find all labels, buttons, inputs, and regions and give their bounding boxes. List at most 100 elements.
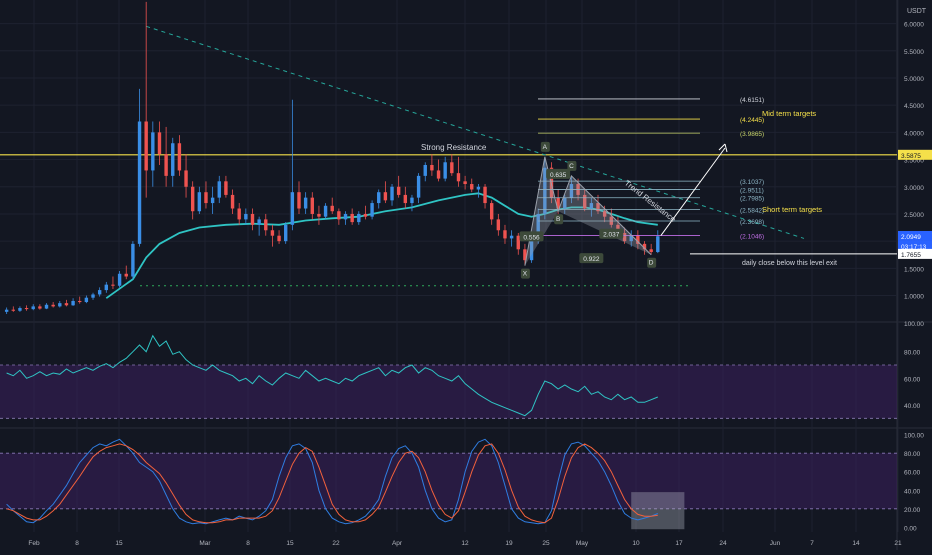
candle[interactable] [656,236,660,253]
candle[interactable] [569,184,574,198]
candle[interactable] [217,181,221,198]
candle[interactable] [330,205,334,212]
candle[interactable] [423,165,427,176]
candle[interactable] [596,203,600,212]
candle[interactable] [636,235,640,244]
candle[interactable] [383,192,388,201]
candle[interactable] [171,143,175,176]
candle[interactable] [144,121,148,171]
candle[interactable] [317,213,321,217]
candle[interactable] [58,303,62,307]
candle[interactable] [104,284,109,291]
candle[interactable] [64,303,69,306]
candle[interactable] [284,224,288,242]
candle[interactable] [91,294,95,298]
candle[interactable] [403,194,408,204]
candle[interactable] [197,192,202,212]
annotations: (4.6151) (4.2445) (3.9865) (3.1037)(2.9511)… [519,97,764,279]
price-panel[interactable] [0,1,897,315]
candle[interactable] [602,211,607,217]
candle[interactable] [350,213,354,223]
candle[interactable] [357,213,361,223]
candle[interactable] [496,219,501,231]
candle[interactable] [297,192,301,209]
candle[interactable] [523,249,527,261]
candle[interactable] [44,304,49,309]
candle[interactable] [310,197,314,214]
candle[interactable] [210,197,215,204]
candle[interactable] [137,121,142,244]
candle[interactable] [204,192,208,204]
candle[interactable] [450,162,454,174]
candle[interactable] [503,230,507,239]
candle[interactable] [131,243,135,277]
candle[interactable] [38,306,42,309]
candle[interactable] [489,203,494,220]
candle[interactable] [237,208,241,220]
candle[interactable] [396,186,401,195]
candle[interactable] [157,132,162,155]
candle[interactable] [164,154,168,176]
candle[interactable] [390,186,394,201]
candle[interactable] [337,211,341,220]
candle[interactable] [629,235,633,242]
candle[interactable] [257,219,261,225]
rsi-tick-label: 40.00 [904,403,921,410]
candle[interactable] [4,309,9,312]
candle[interactable] [516,235,520,250]
candle[interactable] [151,132,155,171]
candle[interactable] [589,203,594,209]
candle[interactable] [264,219,268,231]
candle[interactable] [244,213,248,220]
candle[interactable] [642,243,647,250]
candle[interactable] [436,170,441,179]
candle[interactable] [343,213,348,220]
candle[interactable] [224,181,228,195]
candle[interactable] [377,192,381,204]
candle[interactable] [184,170,188,187]
candle[interactable] [430,165,434,171]
candle[interactable] [97,290,102,295]
candle[interactable] [177,143,182,171]
candle[interactable] [18,308,22,311]
candle[interactable] [290,192,295,225]
candle[interactable] [277,235,281,242]
candle[interactable] [303,197,308,209]
candle[interactable] [190,186,195,212]
candle[interactable] [463,181,467,185]
candle[interactable] [583,194,587,209]
candle[interactable] [476,186,481,190]
candle[interactable] [543,167,547,214]
candle[interactable] [323,205,328,217]
candle[interactable] [11,309,15,311]
candle[interactable] [370,203,374,217]
candle[interactable] [250,213,255,225]
candle[interactable] [470,184,474,190]
candle[interactable] [483,186,487,204]
candle[interactable] [51,304,55,307]
candle[interactable] [556,197,560,209]
candle[interactable] [363,213,368,217]
candle[interactable] [78,300,82,303]
candle[interactable] [230,194,235,209]
candle[interactable] [24,308,29,310]
candle[interactable] [84,297,89,303]
candle[interactable] [111,284,115,286]
candle[interactable] [31,306,35,310]
candle[interactable] [270,230,275,236]
candle[interactable] [443,162,447,179]
stoch-tick-label: 60.00 [904,470,921,477]
candle[interactable] [529,241,534,261]
candle[interactable] [410,197,414,204]
candle[interactable] [622,232,627,242]
candle[interactable] [416,175,421,198]
candle[interactable] [509,235,514,239]
candle[interactable] [71,300,75,306]
candle[interactable] [124,273,128,277]
candle[interactable] [563,197,567,209]
candle[interactable] [456,173,461,182]
candle[interactable] [536,213,540,242]
candle[interactable] [649,249,653,253]
candle[interactable] [117,273,122,286]
